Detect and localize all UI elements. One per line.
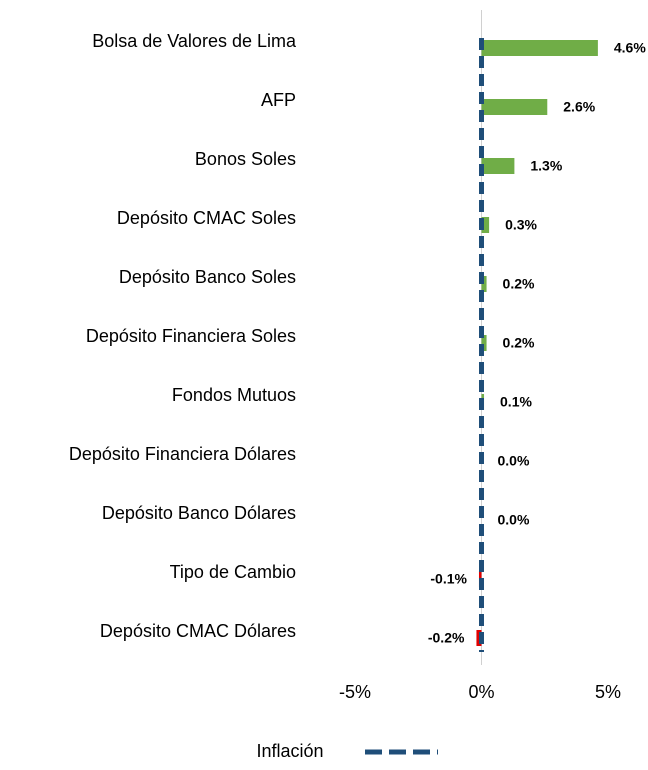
value-label: 0.3% bbox=[505, 217, 537, 233]
bar bbox=[481, 99, 548, 115]
bar bbox=[481, 276, 487, 292]
category-label: Tipo de Cambio bbox=[170, 562, 296, 582]
category-label: Bonos Soles bbox=[195, 149, 296, 169]
category-label: Depósito Banco Soles bbox=[119, 267, 296, 287]
value-label: 0.0% bbox=[498, 453, 530, 469]
bar bbox=[481, 335, 487, 351]
category-label: Depósito CMAC Dólares bbox=[100, 621, 296, 641]
category-label: AFP bbox=[261, 90, 296, 110]
bar bbox=[481, 217, 490, 233]
category-label: Depósito Financiera Dólares bbox=[69, 444, 296, 464]
category-label: Depósito Financiera Soles bbox=[86, 326, 296, 346]
legend-label: Inflación bbox=[256, 741, 323, 761]
x-tick-label: 0% bbox=[468, 682, 494, 702]
x-tick-label: 5% bbox=[595, 682, 621, 702]
bar bbox=[476, 630, 482, 646]
value-label: 0.1% bbox=[500, 394, 532, 410]
category-label: Depósito Banco Dólares bbox=[102, 503, 296, 523]
value-label: 0.0% bbox=[498, 512, 530, 528]
bar bbox=[481, 40, 598, 56]
category-label: Bolsa de Valores de Lima bbox=[92, 31, 297, 51]
bar bbox=[481, 158, 515, 174]
value-label: 0.2% bbox=[503, 276, 535, 292]
category-label: Fondos Mutuos bbox=[172, 385, 296, 405]
value-label: 0.2% bbox=[503, 335, 535, 351]
value-label: -0.1% bbox=[430, 571, 467, 587]
value-label: -0.2% bbox=[428, 630, 465, 646]
category-label: Depósito CMAC Soles bbox=[117, 208, 296, 228]
value-label: 1.3% bbox=[530, 158, 562, 174]
value-label: 2.6% bbox=[563, 99, 595, 115]
value-label: 4.6% bbox=[614, 40, 646, 56]
x-tick-label: -5% bbox=[339, 682, 371, 702]
